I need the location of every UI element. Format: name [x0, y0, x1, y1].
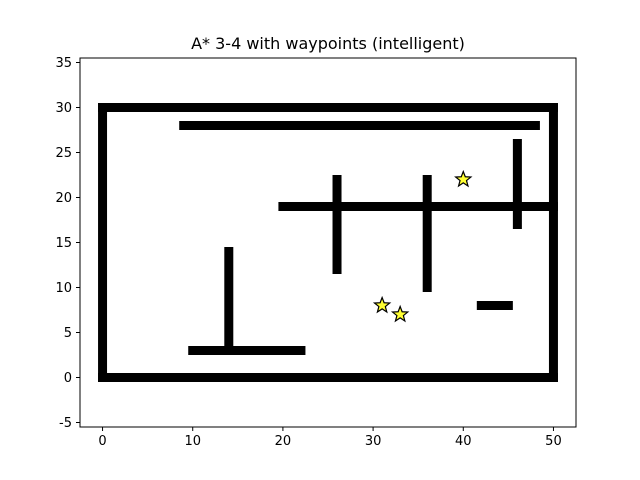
x-axis: 0 10 20 30 40 50: [98, 427, 562, 449]
obstacle-layer: [98, 103, 558, 382]
y-tick-label: 5: [64, 326, 72, 341]
y-tick-label: 0: [64, 371, 72, 386]
x-tick-label: 10: [184, 434, 201, 449]
x-tick-label: 50: [545, 434, 562, 449]
waypoint-star-2: [372, 295, 392, 314]
x-tick-label: 30: [365, 434, 382, 449]
chart-title: A* 3-4 with waypoints (intelligent): [191, 34, 465, 53]
x-tick-label: 40: [455, 434, 472, 449]
waypoint-star-3: [390, 304, 410, 323]
x-tick-label: 0: [98, 434, 106, 449]
y-axis: -5 0 5 10 15 20 25 30 35: [55, 56, 80, 431]
y-tick-label: 15: [55, 236, 72, 251]
waypoint-star-1: [454, 169, 473, 188]
y-tick-label: -5: [59, 416, 72, 431]
y-tick-label: 10: [55, 281, 72, 296]
y-tick-label: 30: [55, 101, 72, 116]
x-tick-label: 20: [275, 434, 292, 449]
y-tick-label: 25: [55, 146, 72, 161]
y-tick-label: 35: [55, 56, 72, 71]
plot-area: [80, 58, 576, 427]
y-tick-label: 20: [55, 191, 72, 206]
waypoint-layer: [372, 169, 473, 323]
